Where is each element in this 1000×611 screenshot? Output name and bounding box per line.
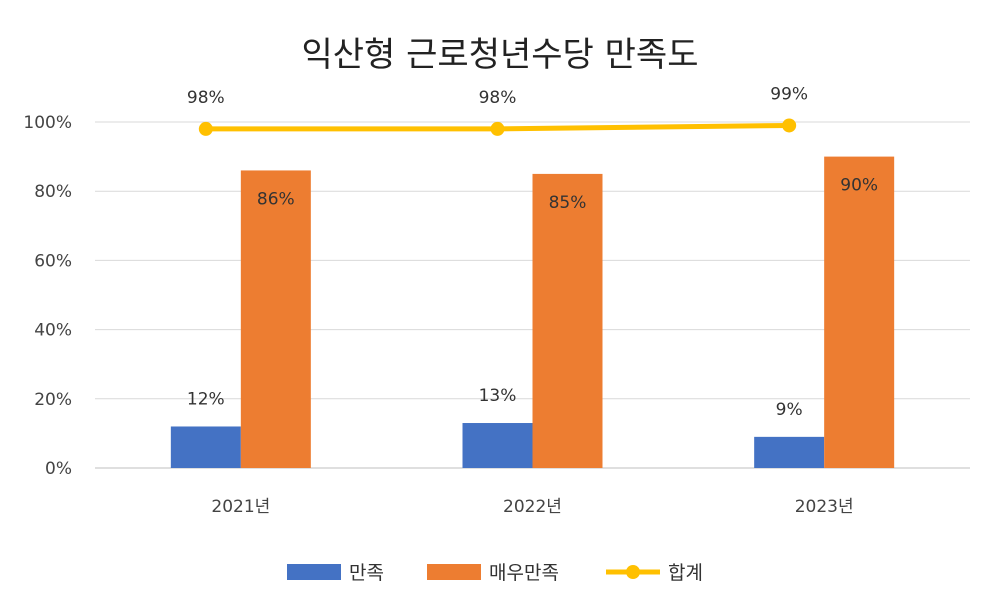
bar-satisfied xyxy=(462,423,533,468)
bar-satisfied xyxy=(754,436,825,468)
bar-data-label: 9% xyxy=(776,400,803,420)
y-tick-label: 40% xyxy=(34,321,72,341)
bar-data-label: 90% xyxy=(840,176,878,196)
y-tick-label: 100% xyxy=(23,113,72,133)
total-data-label: 98% xyxy=(187,88,225,108)
y-tick-label: 0% xyxy=(45,459,72,479)
total-point xyxy=(198,121,213,136)
total-point xyxy=(782,118,797,133)
x-tick-label: 2023년 xyxy=(795,497,854,517)
total-point xyxy=(490,121,505,136)
legend-swatch xyxy=(427,564,481,580)
chart-title: 익산형 근로청년수당 만족도 xyxy=(302,35,699,75)
y-tick-label: 20% xyxy=(34,390,72,410)
bar-satisfied xyxy=(170,426,241,468)
legend-label: 만족 xyxy=(349,562,384,584)
x-tick-label: 2021년 xyxy=(211,497,270,517)
y-tick-label: 60% xyxy=(34,251,72,271)
legend-label: 합계 xyxy=(668,562,703,584)
total-data-label: 98% xyxy=(479,88,517,108)
bar-very-satisfied xyxy=(824,156,895,468)
y-tick-label: 80% xyxy=(34,182,72,202)
x-axis: 2021년 2022년 2023년 xyxy=(211,497,853,517)
bar-data-label: 13% xyxy=(479,386,517,406)
bar-data-label: 85% xyxy=(549,193,587,213)
legend-marker xyxy=(626,565,640,579)
bar-very-satisfied xyxy=(532,173,603,468)
legend-swatch xyxy=(287,564,341,580)
bar-very-satisfied xyxy=(240,170,311,468)
total-line: 98% 98% 99% xyxy=(187,84,808,136)
y-axis: 0% 20% 40% 60% 80% 100% xyxy=(23,113,72,479)
x-tick-label: 2022년 xyxy=(503,497,562,517)
bar-data-label: 12% xyxy=(187,389,225,409)
legend-label: 매우만족 xyxy=(489,562,559,584)
bar-data-label: 86% xyxy=(257,189,295,209)
total-data-label: 99% xyxy=(770,84,808,104)
bars: 12% 86% 13% 85% 9% 90% xyxy=(170,156,895,468)
legend: 만족 매우만족 합계 xyxy=(287,562,703,584)
